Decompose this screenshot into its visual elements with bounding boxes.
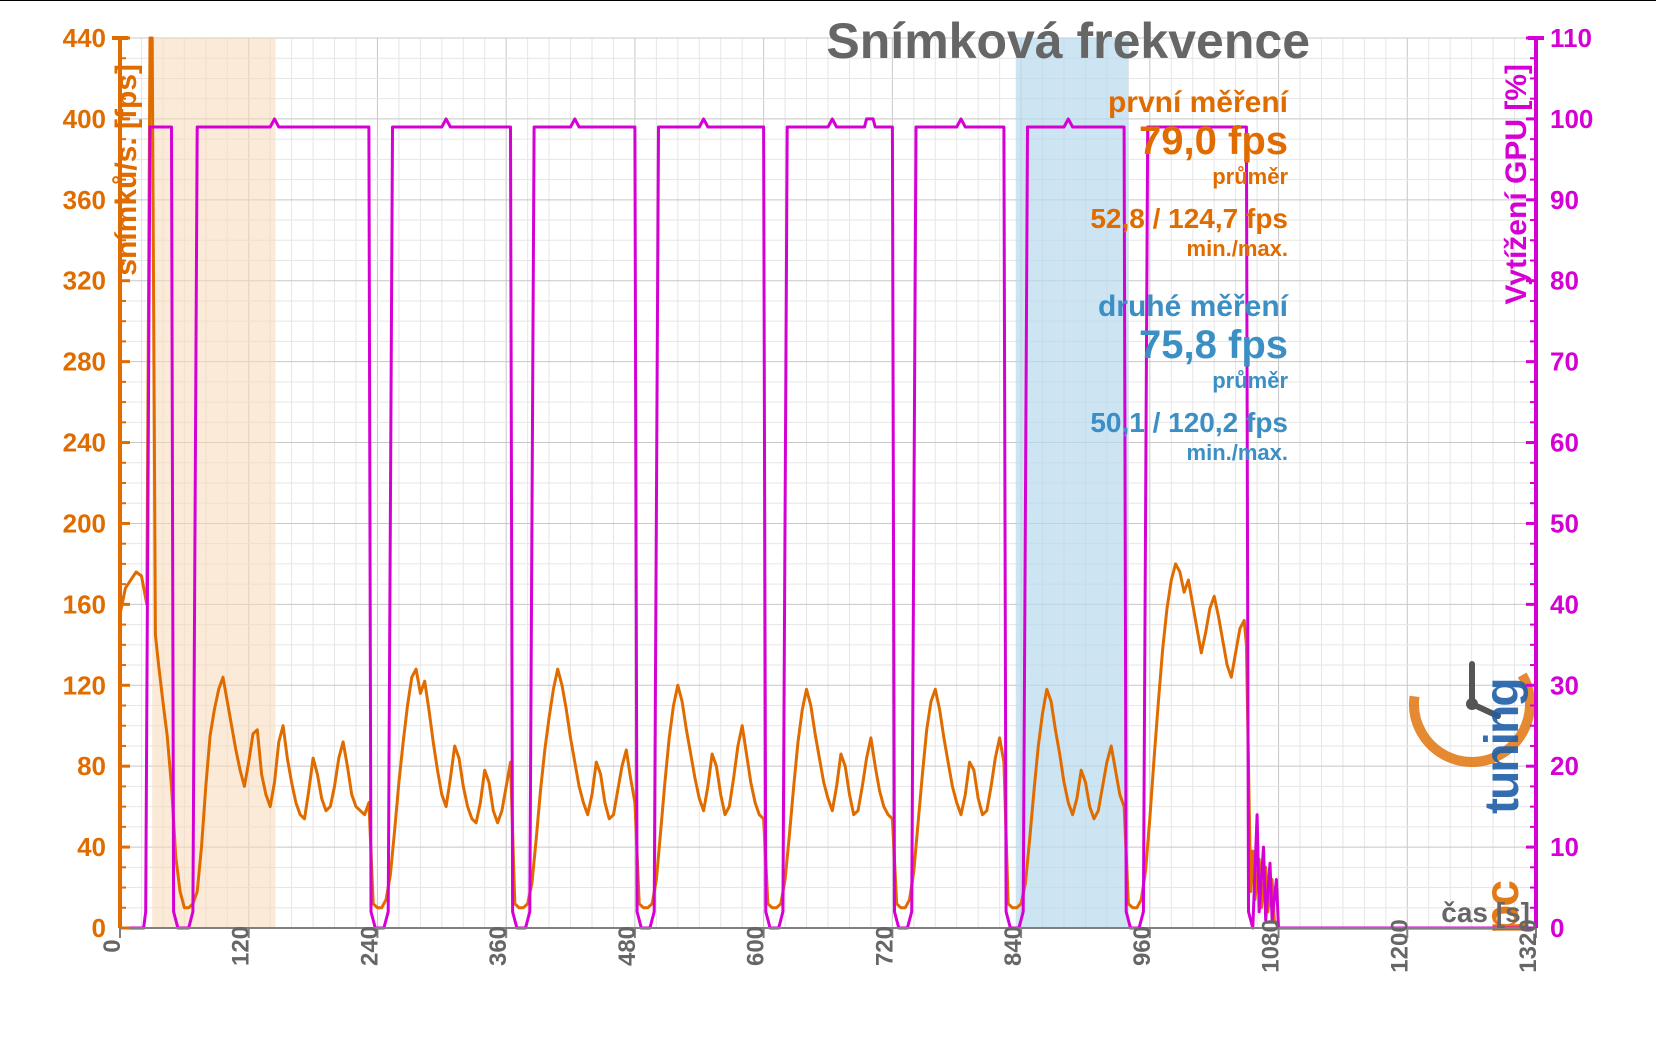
xtick: 960 (1129, 926, 1156, 966)
svg-text:tuning: tuning (1476, 679, 1529, 814)
ytick-right: 80 (1550, 266, 1579, 296)
ytick-right: 50 (1550, 508, 1579, 538)
ytick-right: 110 (1550, 23, 1592, 53)
ytick-left: 40 (77, 832, 106, 862)
legend-m1-sub2: min./max. (1187, 236, 1288, 261)
legend-m2-sub2: min./max. (1187, 440, 1288, 465)
ytick-right: 70 (1550, 347, 1579, 377)
xtick: 1080 (1258, 919, 1285, 972)
legend-m1-sub1: průměr (1212, 164, 1288, 189)
ytick-left: 200 (63, 508, 106, 538)
y-axis-right-label: Vytížení GPU [%] (1500, 64, 1533, 305)
ytick-left: 400 (63, 104, 106, 134)
ytick-left: 360 (63, 185, 106, 215)
ytick-right: 90 (1550, 185, 1579, 215)
xtick: 840 (1000, 926, 1027, 966)
x-axis-label: čas [s] (1441, 897, 1530, 928)
ytick-right: 100 (1550, 104, 1593, 134)
ytick-right: 0 (1550, 913, 1564, 943)
xtick: 120 (228, 926, 255, 966)
xtick: 600 (743, 926, 770, 966)
xtick: 720 (871, 926, 898, 966)
chart-svg: tuningpc04080120160200240280320360400440… (0, 0, 1656, 1044)
legend-m2-value: 75,8 fps (1139, 323, 1288, 367)
ytick-left: 280 (63, 347, 106, 377)
legend-m2-range: 50,1 / 120,2 fps (1090, 407, 1288, 438)
xtick: 480 (614, 926, 641, 966)
ytick-right: 10 (1550, 832, 1579, 862)
chart-title: Snímková frekvence (826, 13, 1310, 69)
xtick: 360 (485, 926, 512, 966)
legend-m1-value: 79,0 fps (1139, 119, 1288, 163)
ytick-left: 240 (63, 428, 106, 458)
xtick: 0 (99, 939, 126, 952)
ytick-left: 0 (92, 913, 106, 943)
ytick-left: 320 (63, 266, 106, 296)
legend-m1-range: 52,8 / 124,7 fps (1090, 203, 1288, 234)
xtick: 240 (356, 926, 383, 966)
ytick-left: 80 (77, 751, 106, 781)
ytick-right: 60 (1550, 428, 1579, 458)
y-axis-left-label: snímků/s. [fps] (110, 64, 143, 276)
xtick: 1200 (1386, 919, 1413, 972)
ytick-right: 30 (1550, 670, 1579, 700)
ytick-right: 20 (1550, 751, 1579, 781)
ytick-left: 120 (63, 670, 106, 700)
ytick-right: 40 (1550, 589, 1579, 619)
legend-m2-sub1: průměr (1212, 368, 1288, 393)
ytick-left: 160 (63, 589, 106, 619)
chart-container: tuningpc04080120160200240280320360400440… (0, 0, 1656, 1044)
legend-m1-title: první měření (1108, 86, 1290, 119)
legend-m2-title: druhé měření (1098, 290, 1290, 323)
ytick-left: 440 (63, 23, 106, 53)
